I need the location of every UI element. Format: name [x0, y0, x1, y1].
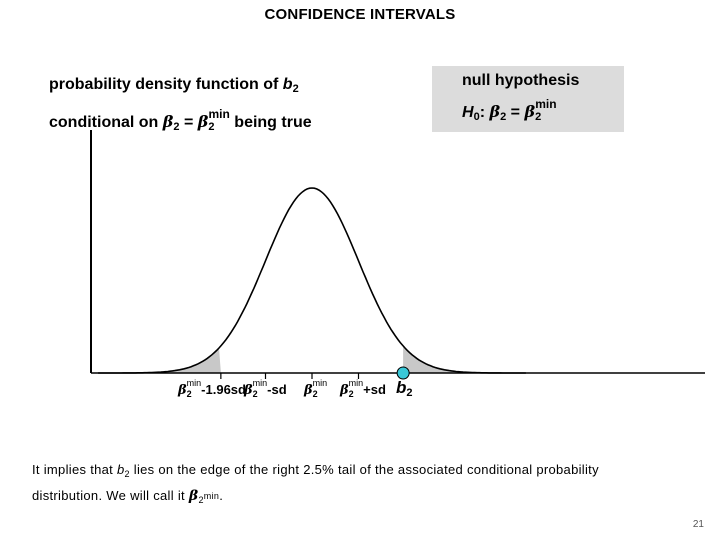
tick2-sub: 2 — [252, 389, 258, 399]
page-title: CONFIDENCE INTERVALS — [264, 6, 456, 23]
null-h-sub: 0 — [473, 111, 480, 123]
axis-var: b — [396, 378, 407, 397]
null-eq-sign: = — [506, 104, 525, 121]
caption-greek: β — [188, 488, 199, 504]
pdf-line2-tail: being true — [229, 114, 312, 131]
tick4-sup: min — [348, 378, 364, 388]
caption-var: b — [117, 462, 125, 477]
b2-marker — [396, 366, 410, 380]
tick2-sup: min — [252, 378, 268, 388]
null-colon: : — [479, 104, 490, 121]
caption-var-sub: 2 — [124, 469, 130, 479]
tick1-sub: 2 — [186, 389, 192, 399]
density-curve — [98, 187, 526, 374]
tick2-greek: β — [244, 383, 253, 398]
null-greek-b: β — [524, 102, 536, 121]
caption-part1: It implies that — [32, 462, 117, 477]
pdf-line2-sub-b: 2 — [208, 121, 215, 133]
tick4-sub: 2 — [348, 389, 354, 399]
pdf-label-line1: probability density function of b2 — [49, 72, 312, 102]
pdf-line2-greek-b: β — [197, 112, 209, 131]
tick-label-center: β2min — [304, 378, 327, 399]
pdf-line2-eq: = — [179, 114, 198, 131]
tick-label-plus-sd: β2min+sd — [340, 378, 386, 399]
tick4-greek: β — [340, 383, 349, 398]
pdf-line2-sup-b: min — [208, 107, 230, 121]
null-hypothesis-equation: H0: β2 = β2min — [462, 97, 557, 123]
tick-label-minus-sd: β2min-sd — [244, 378, 287, 399]
x-ticks — [220, 373, 360, 379]
tick-label-minus-1-96sd: β2min-1.96sd — [178, 378, 246, 399]
caption-greek-sub: 2 — [198, 495, 204, 505]
null-greek-b-sub: 2 — [535, 111, 542, 123]
axis-var-sub: 2 — [406, 387, 413, 399]
left-tail-area — [98, 348, 221, 373]
tick3-sup: min — [312, 378, 328, 388]
null-greek-sub: 2 — [500, 111, 507, 123]
shaded-tails — [98, 345, 526, 373]
pdf-line2-greek: β — [162, 112, 174, 131]
tick1-sup: min — [186, 378, 202, 388]
pdf-line1-sub: 2 — [292, 83, 299, 95]
caption-greek-sup: min — [203, 491, 220, 501]
pdf-label: probability density function of b2 condi… — [49, 72, 312, 140]
pdf-line2-text: conditional on — [49, 114, 163, 131]
pdf-line2-sub: 2 — [173, 121, 180, 133]
caption-part3: . — [219, 488, 224, 503]
tick3-greek: β — [304, 383, 313, 398]
pdf-line1-var: b — [282, 76, 293, 93]
caption-text: It implies that b2 lies on the edge of t… — [32, 459, 672, 511]
null-hypothesis-title: null hypothesis — [462, 72, 580, 89]
tick1-suffix: -1.96sd — [201, 382, 246, 397]
tick1-greek: β — [178, 383, 187, 398]
tick3-sub: 2 — [312, 389, 318, 399]
tick2-suffix: -sd — [267, 382, 287, 397]
right-tail-area — [403, 345, 526, 373]
x-axis-label: b2 — [396, 378, 413, 399]
slide-number: 21 — [692, 519, 704, 530]
null-hypothesis-box — [432, 66, 624, 132]
pdf-label-line2: conditional on β2 = β2min being true — [49, 102, 312, 140]
null-h: H — [462, 104, 474, 121]
null-greek: β — [489, 102, 501, 121]
tick4-suffix: +sd — [363, 382, 386, 397]
null-greek-b-sup: min — [535, 97, 557, 111]
pdf-line1-text: probability density function of — [49, 76, 283, 93]
caption-part2: lies on the edge of the right 2.5% tail … — [32, 462, 599, 503]
